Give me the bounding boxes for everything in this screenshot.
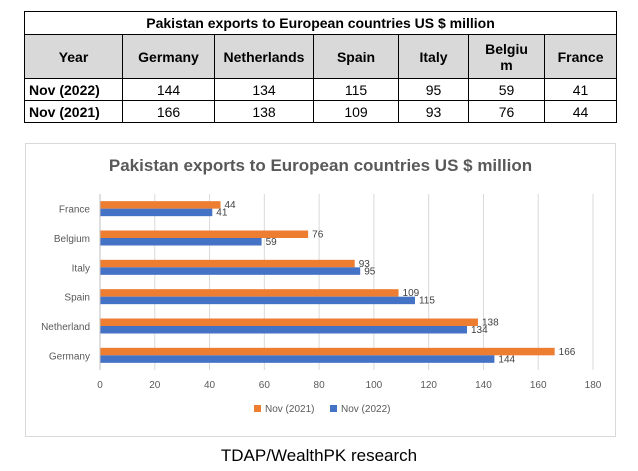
data-label: 109 — [403, 288, 420, 299]
data-label: 144 — [498, 354, 515, 365]
table-row: Nov (2021) 166 138 109 93 76 44 — [24, 100, 618, 123]
bar — [100, 355, 495, 363]
x-tick-label: 140 — [475, 380, 492, 391]
bar — [100, 201, 221, 209]
header-france: France — [543, 34, 618, 79]
bar-chart: 0 20 40 60 80 100 120 140 160 180 Germany 166 144 Net… — [41, 194, 602, 415]
legend-label: Nov (2021) — [265, 404, 314, 415]
x-tick-label: 20 — [149, 380, 161, 391]
x-tick-label: 80 — [314, 380, 326, 391]
bar — [100, 326, 468, 334]
x-tick-label: 40 — [204, 380, 216, 391]
cell-value: 95 — [398, 78, 469, 101]
table-title: Pakistan exports to European countries U… — [23, 11, 618, 35]
header-netherlands: Netherlands — [214, 34, 314, 79]
data-label: 166 — [559, 347, 576, 358]
data-label: 93 — [359, 259, 371, 270]
bar — [100, 267, 361, 275]
bar — [100, 347, 555, 356]
table-row: Nov (2022) 144 134 115 95 59 41 — [24, 78, 618, 101]
data-label: 76 — [312, 230, 324, 241]
data-label: 138 — [482, 318, 499, 329]
category-label: Spain — [64, 293, 90, 304]
header-italy: Italy — [398, 34, 469, 79]
x-tick-label: 60 — [259, 380, 271, 391]
header-spain: Spain — [313, 34, 399, 79]
category-label: France — [59, 205, 91, 216]
bar — [100, 208, 213, 217]
cell-value: 93 — [398, 100, 469, 123]
row-year: Nov (2021) — [24, 100, 123, 123]
legend-label: Nov (2022) — [341, 404, 390, 415]
data-label: 59 — [266, 237, 278, 248]
row-year: Nov (2022) — [24, 78, 123, 101]
cell-value: 41 — [543, 78, 618, 101]
x-tick-label: 120 — [420, 380, 437, 391]
bar — [100, 259, 355, 268]
cell-value: 134 — [214, 78, 314, 101]
data-label: 41 — [216, 208, 228, 219]
data-label: 95 — [364, 266, 376, 277]
data-table: Pakistan exports to European countries U… — [23, 11, 618, 123]
data-label: 44 — [225, 200, 237, 211]
chart-area: Pakistan exports to European countries U… — [25, 143, 616, 437]
chart-title: Pakistan exports to European countries U… — [108, 156, 533, 175]
bar — [100, 289, 399, 297]
header-belgium: Belgium — [468, 34, 545, 79]
x-tick-label: 180 — [585, 380, 602, 391]
legend-swatch — [254, 405, 261, 412]
category-label: Belgium — [54, 234, 90, 245]
cell-value: 76 — [468, 100, 545, 123]
cell-value: 115 — [313, 78, 399, 101]
cell-value: 59 — [468, 78, 545, 101]
x-tick-label: 160 — [530, 380, 547, 391]
source-caption: TDAP/WealthPK research — [220, 446, 418, 465]
category-label: Germany — [49, 351, 90, 362]
cell-value: 44 — [543, 100, 618, 123]
header-year: Year — [24, 34, 123, 79]
category-label: Italy — [72, 263, 90, 274]
cell-value: 138 — [214, 100, 314, 123]
data-label: 134 — [471, 325, 488, 336]
x-tick-label: 100 — [366, 380, 383, 391]
cell-value: 109 — [313, 100, 399, 123]
header-germany: Germany — [122, 34, 215, 79]
bar — [100, 318, 478, 326]
category-label: Netherland — [41, 322, 90, 333]
cell-value: 166 — [122, 100, 215, 123]
bar — [100, 296, 415, 305]
bar — [100, 230, 309, 238]
legend-swatch — [330, 405, 337, 412]
bar — [100, 238, 262, 246]
x-tick-label: 0 — [97, 380, 103, 391]
cell-value: 144 — [122, 78, 215, 101]
data-label: 115 — [419, 296, 435, 307]
